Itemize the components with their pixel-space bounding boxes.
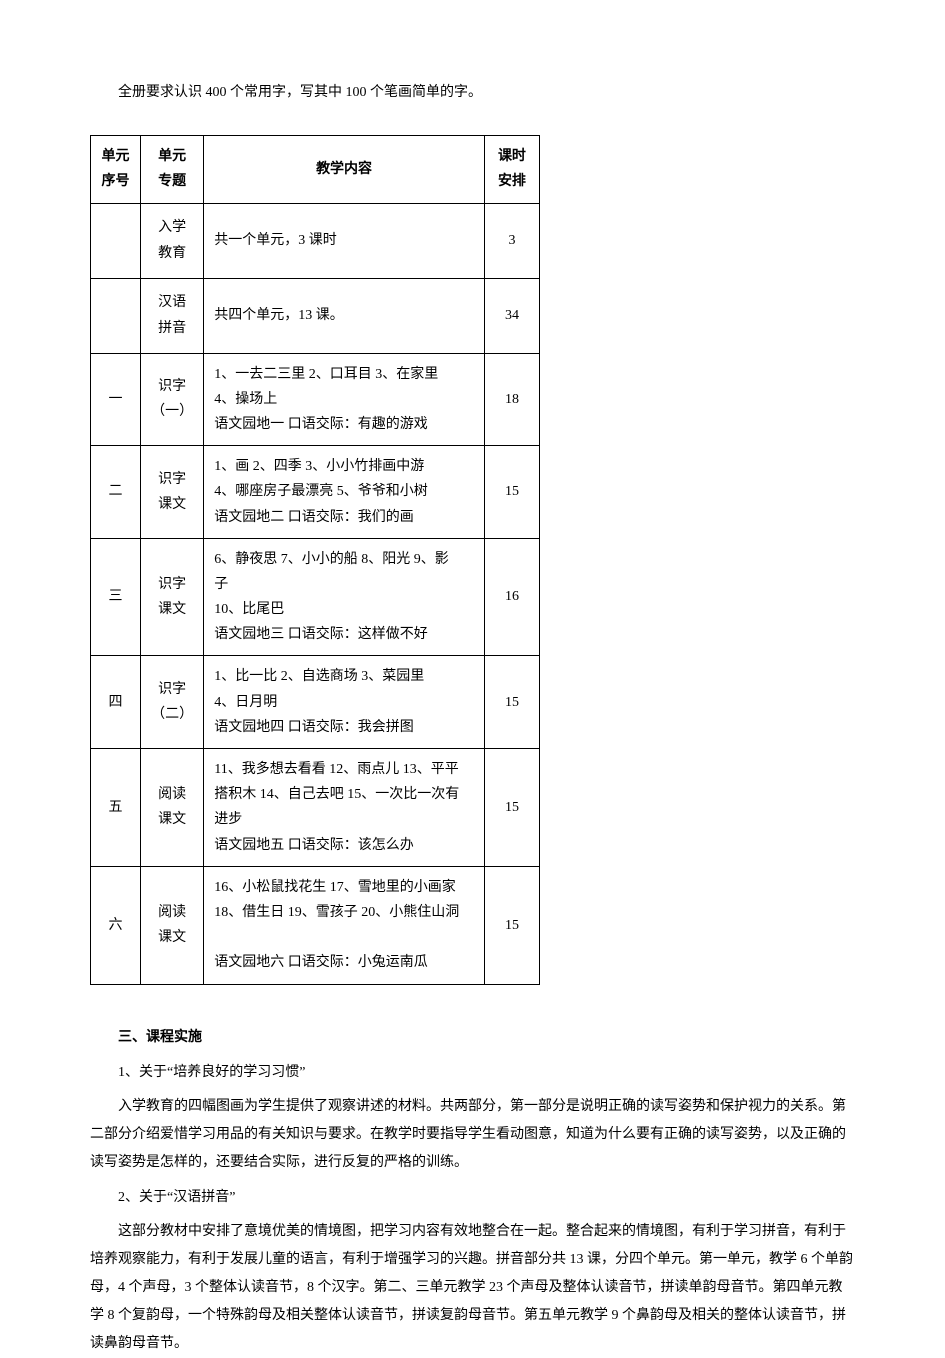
table-row: 入学 教育共一个单元，3 课时3	[91, 203, 540, 278]
cell-unit-num: 四	[91, 656, 141, 749]
cell-content: 6、静夜思 7、小小的船 8、阳光 9、影 子 10、比尾巴 语文园地三 口语交…	[204, 538, 485, 656]
cell-hours: 15	[484, 446, 539, 539]
item2-body: 这部分教材中安排了意境优美的情境图，把学习内容有效地整合在一起。整合起来的情境图…	[90, 1218, 855, 1358]
cell-content: 11、我多想去看看 12、雨点儿 13、平平 搭积木 14、自己去吧 15、一次…	[204, 749, 485, 867]
cell-hours: 15	[484, 749, 539, 867]
table-row: 二识字 课文1、画 2、四季 3、小小竹排画中游 4、哪座房子最漂亮 5、爷爷和…	[91, 446, 540, 539]
cell-unit-num: 三	[91, 538, 141, 656]
cell-unit-topic: 汉语 拼音	[141, 278, 204, 353]
cell-unit-num: 二	[91, 446, 141, 539]
cell-unit-topic: 阅读 课文	[141, 749, 204, 867]
curriculum-table: 单元 序号 单元 专题 教学内容 课时 安排 入学 教育共一个单元，3 课时3汉…	[90, 135, 540, 984]
header-hours: 课时 安排	[484, 136, 539, 203]
cell-hours: 15	[484, 656, 539, 749]
item1-body: 入学教育的四幅图画为学生提供了观察讲述的材料。共两部分，第一部分是说明正确的读写…	[90, 1093, 855, 1177]
cell-unit-topic: 入学 教育	[141, 203, 204, 278]
table-row: 三识字 课文6、静夜思 7、小小的船 8、阳光 9、影 子 10、比尾巴 语文园…	[91, 538, 540, 656]
cell-content: 16、小松鼠找花生 17、雪地里的小画家 18、借生日 19、雪孩子 20、小熊…	[204, 866, 485, 984]
item1-title: 1、关于“培养良好的学习习惯”	[90, 1060, 855, 1085]
table-row: 六阅读 课文16、小松鼠找花生 17、雪地里的小画家 18、借生日 19、雪孩子…	[91, 866, 540, 984]
cell-content: 1、一去二三里 2、口耳目 3、在家里 4、操场上 语文园地一 口语交际：有趣的…	[204, 353, 485, 446]
header-unit-topic: 单元 专题	[141, 136, 204, 203]
header-unit-num: 单元 序号	[91, 136, 141, 203]
cell-content: 1、比一比 2、自选商场 3、菜园里 4、日月明 语文园地四 口语交际：我会拼图	[204, 656, 485, 749]
intro-text: 全册要求认识 400 个常用字，写其中 100 个笔画简单的字。	[90, 80, 855, 105]
cell-unit-topic: 识字 （二）	[141, 656, 204, 749]
table-row: 汉语 拼音共四个单元，13 课。34	[91, 278, 540, 353]
cell-hours: 3	[484, 203, 539, 278]
cell-unit-topic: 识字 课文	[141, 446, 204, 539]
cell-hours: 15	[484, 866, 539, 984]
header-content: 教学内容	[204, 136, 485, 203]
cell-unit-num	[91, 203, 141, 278]
cell-unit-num: 六	[91, 866, 141, 984]
cell-unit-num: 一	[91, 353, 141, 446]
cell-content: 共一个单元，3 课时	[204, 203, 485, 278]
section-heading: 三、课程实施	[90, 1025, 855, 1050]
cell-content: 1、画 2、四季 3、小小竹排画中游 4、哪座房子最漂亮 5、爷爷和小树 语文园…	[204, 446, 485, 539]
cell-unit-topic: 识字 课文	[141, 538, 204, 656]
cell-hours: 34	[484, 278, 539, 353]
table-row: 五阅读 课文11、我多想去看看 12、雨点儿 13、平平 搭积木 14、自己去吧…	[91, 749, 540, 867]
table-row: 一识字 （一）1、一去二三里 2、口耳目 3、在家里 4、操场上 语文园地一 口…	[91, 353, 540, 446]
cell-hours: 18	[484, 353, 539, 446]
cell-unit-topic: 阅读 课文	[141, 866, 204, 984]
table-header-row: 单元 序号 单元 专题 教学内容 课时 安排	[91, 136, 540, 203]
item2-title: 2、关于“汉语拼音”	[90, 1185, 855, 1210]
cell-content: 共四个单元，13 课。	[204, 278, 485, 353]
cell-unit-num	[91, 278, 141, 353]
table-row: 四识字 （二）1、比一比 2、自选商场 3、菜园里 4、日月明 语文园地四 口语…	[91, 656, 540, 749]
cell-hours: 16	[484, 538, 539, 656]
cell-unit-topic: 识字 （一）	[141, 353, 204, 446]
cell-unit-num: 五	[91, 749, 141, 867]
